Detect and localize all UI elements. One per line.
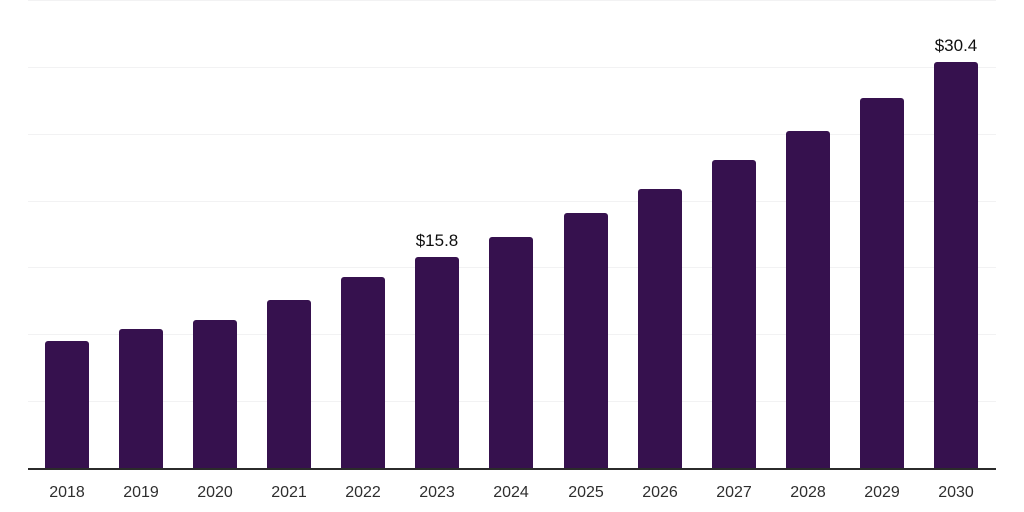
x-axis-label-2025: 2025 bbox=[568, 484, 604, 501]
bar-value-label-2023: $15.8 bbox=[415, 231, 459, 250]
x-axis-label-2029: 2029 bbox=[864, 484, 900, 501]
bar-value-label-2030: $30.4 bbox=[934, 36, 978, 55]
bar-2028 bbox=[786, 131, 830, 468]
x-axis: 2018 2019 2020 2021 2022 2023 2024 2025 2026 2027… bbox=[28, 481, 996, 505]
bar-2025 bbox=[564, 213, 608, 468]
bar-2029 bbox=[860, 98, 904, 468]
bar-2021 bbox=[267, 300, 311, 468]
bar-2026 bbox=[638, 189, 682, 468]
bar-2027 bbox=[712, 160, 756, 468]
gridline-30 bbox=[28, 67, 996, 68]
plot-area: $15.8 $30.4 bbox=[28, 0, 996, 470]
bar-2024 bbox=[489, 237, 533, 468]
x-axis-label-2030: 2030 bbox=[938, 484, 974, 501]
x-axis-label-2018: 2018 bbox=[49, 484, 85, 501]
x-axis-label-2019: 2019 bbox=[123, 484, 159, 501]
x-axis-label-2023: 2023 bbox=[419, 484, 455, 501]
gridline-35 bbox=[28, 0, 996, 1]
bar-2019 bbox=[119, 329, 163, 468]
gridline-20 bbox=[28, 201, 996, 202]
x-axis-label-2022: 2022 bbox=[345, 484, 381, 501]
x-axis-label-2024: 2024 bbox=[493, 484, 529, 501]
bar-2018 bbox=[45, 341, 89, 468]
bar-2020 bbox=[193, 320, 237, 468]
x-axis-label-2026: 2026 bbox=[642, 484, 678, 501]
x-axis-label-2027: 2027 bbox=[716, 484, 752, 501]
gridline-25 bbox=[28, 134, 996, 135]
x-axis-line bbox=[28, 468, 996, 470]
x-axis-label-2028: 2028 bbox=[790, 484, 826, 501]
x-axis-label-2020: 2020 bbox=[197, 484, 233, 501]
bar-2030 bbox=[934, 62, 978, 468]
x-axis-label-2021: 2021 bbox=[271, 484, 307, 501]
bar-2023 bbox=[415, 257, 459, 468]
bar-2022 bbox=[341, 277, 385, 468]
